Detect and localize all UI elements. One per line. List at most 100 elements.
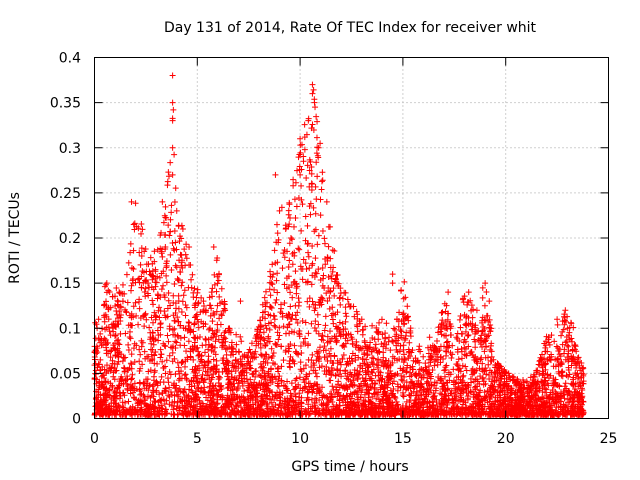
data-point — [174, 275, 181, 282]
data-point — [310, 367, 317, 374]
data-point — [308, 170, 315, 177]
data-point — [375, 330, 382, 337]
data-point — [241, 388, 248, 394]
data-point — [107, 354, 114, 361]
data-point — [291, 196, 298, 203]
data-point — [202, 335, 209, 342]
data-point — [312, 104, 319, 111]
data-point — [166, 325, 173, 332]
data-point — [149, 357, 156, 364]
data-point — [293, 290, 300, 297]
data-point — [207, 366, 214, 373]
data-point — [551, 338, 558, 345]
data-point — [271, 406, 278, 413]
data-point — [457, 324, 464, 331]
data-point — [273, 296, 280, 303]
data-point — [483, 343, 490, 350]
data-point — [313, 373, 320, 380]
data-point — [328, 273, 335, 280]
data-point — [530, 373, 537, 380]
data-point — [163, 397, 170, 404]
data-point — [96, 361, 103, 368]
data-point — [191, 334, 198, 341]
data-point — [298, 227, 305, 234]
data-point — [121, 365, 128, 372]
data-point — [395, 340, 402, 347]
data-point — [285, 263, 292, 270]
data-point — [162, 370, 169, 377]
data-point — [221, 305, 228, 312]
data-point — [160, 364, 167, 371]
data-point — [541, 379, 548, 386]
data-point — [157, 320, 164, 327]
data-point — [369, 393, 376, 400]
data-point — [340, 352, 347, 359]
data-point — [372, 341, 379, 348]
data-point — [149, 297, 156, 304]
data-point — [575, 383, 582, 390]
data-point — [314, 173, 321, 180]
data-point — [213, 357, 220, 364]
data-point — [304, 222, 311, 229]
data-point — [417, 392, 424, 399]
data-point — [205, 353, 212, 360]
data-point — [288, 236, 295, 243]
data-point — [294, 167, 301, 174]
data-point — [543, 386, 550, 393]
data-point — [336, 319, 343, 326]
data-point — [207, 302, 214, 309]
data-point — [173, 388, 180, 395]
data-point — [562, 380, 569, 387]
data-point — [151, 248, 158, 255]
data-point — [95, 336, 102, 343]
data-point — [280, 382, 287, 389]
data-point — [162, 243, 169, 250]
data-point — [298, 182, 305, 189]
data-point — [305, 253, 312, 260]
data-point — [437, 376, 444, 383]
data-point — [216, 293, 223, 300]
data-point — [559, 368, 566, 375]
data-point — [171, 402, 178, 409]
data-point — [448, 354, 455, 361]
data-point — [194, 335, 201, 342]
data-point — [159, 358, 166, 365]
data-point — [275, 368, 282, 375]
data-point — [308, 186, 315, 193]
data-point — [107, 304, 114, 311]
data-point — [186, 262, 193, 269]
data-point — [144, 393, 151, 400]
data-point — [237, 333, 244, 340]
data-point — [521, 384, 528, 391]
data-point — [131, 220, 138, 227]
data-point — [279, 313, 286, 320]
data-point — [439, 400, 446, 407]
data-point — [382, 334, 389, 341]
data-point — [180, 324, 187, 331]
data-point — [160, 379, 167, 386]
data-point — [199, 342, 206, 349]
data-point — [321, 343, 328, 350]
data-point — [306, 265, 313, 272]
data-point — [303, 266, 310, 273]
data-point — [185, 284, 192, 291]
data-point — [335, 378, 342, 385]
data-point — [218, 311, 225, 318]
data-point — [295, 154, 302, 161]
data-point — [123, 308, 130, 315]
data-point — [406, 339, 413, 346]
data-point — [464, 332, 471, 339]
data-point — [457, 312, 464, 319]
data-point — [380, 349, 387, 356]
data-point — [402, 294, 409, 301]
data-point — [253, 354, 260, 361]
data-point — [266, 338, 273, 345]
data-point — [564, 353, 571, 360]
data-point — [320, 272, 327, 279]
data-point — [92, 319, 99, 326]
data-point — [391, 372, 398, 379]
data-point — [177, 335, 184, 342]
data-point — [399, 392, 406, 399]
data-point — [330, 285, 337, 292]
data-point — [224, 385, 231, 392]
